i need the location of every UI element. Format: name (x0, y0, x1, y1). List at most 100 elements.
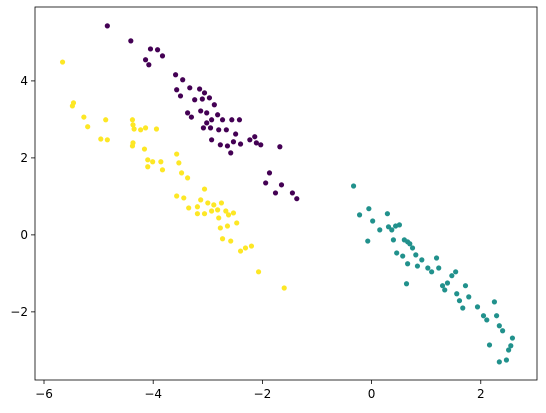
point (207, 125, 214, 131)
point (174, 151, 180, 157)
point (194, 211, 201, 217)
point (366, 206, 372, 212)
point (460, 305, 466, 311)
point (184, 175, 191, 181)
point (242, 245, 249, 251)
point (199, 96, 205, 102)
point (201, 211, 208, 217)
point (439, 283, 446, 289)
point (209, 137, 215, 143)
point (216, 127, 222, 133)
point (252, 134, 258, 140)
point (224, 143, 231, 149)
point (506, 347, 512, 353)
point (209, 208, 215, 214)
point (396, 222, 403, 228)
y-tick-label: 0 (20, 228, 28, 242)
point (159, 167, 166, 173)
y-tick-label: 4 (20, 74, 28, 88)
point (59, 59, 66, 65)
point (503, 357, 510, 363)
point (146, 62, 152, 68)
point (436, 265, 442, 271)
point (462, 283, 469, 289)
x-tick-label: −2 (254, 387, 272, 401)
point (429, 269, 435, 275)
point (281, 285, 287, 291)
point (188, 114, 195, 120)
point (272, 190, 279, 196)
point (177, 93, 184, 99)
point (228, 238, 234, 244)
point (174, 87, 180, 93)
point (176, 160, 182, 166)
point (230, 210, 237, 216)
point (405, 261, 411, 267)
point (356, 212, 363, 218)
point (230, 139, 237, 145)
point (237, 141, 244, 147)
point (184, 110, 191, 116)
point (128, 38, 134, 44)
point (104, 23, 110, 29)
point (142, 57, 149, 63)
point (104, 137, 110, 143)
point (223, 208, 229, 214)
point (81, 114, 87, 120)
point (130, 122, 136, 128)
point (198, 197, 204, 203)
point (237, 248, 244, 254)
point (266, 170, 273, 176)
point (278, 182, 285, 188)
point (486, 342, 493, 348)
point (85, 124, 91, 130)
point (224, 223, 231, 229)
plot-frame (34, 6, 538, 381)
point (228, 150, 234, 156)
point (384, 211, 391, 217)
point (180, 77, 186, 83)
point (484, 317, 490, 323)
point (413, 252, 419, 258)
point (103, 117, 109, 123)
point (294, 196, 300, 202)
point (444, 280, 451, 286)
point (194, 204, 201, 210)
point (147, 46, 154, 52)
point (145, 157, 151, 163)
point (70, 100, 77, 106)
point (258, 142, 264, 148)
point (474, 304, 481, 310)
point (215, 112, 221, 118)
point (248, 243, 255, 249)
point (181, 195, 187, 201)
point (204, 120, 210, 126)
point (200, 125, 207, 131)
point (496, 323, 502, 329)
point (442, 287, 448, 293)
point (217, 225, 223, 231)
point (178, 170, 185, 176)
point (201, 186, 208, 192)
point (216, 215, 222, 221)
point (253, 140, 259, 146)
point (433, 255, 440, 261)
point (466, 294, 472, 300)
x-tick-label: 0 (368, 387, 376, 401)
point (500, 328, 506, 334)
x-tick-label: −6 (35, 387, 53, 401)
point (409, 245, 416, 251)
point (174, 193, 180, 199)
point (129, 117, 136, 123)
point (263, 180, 269, 186)
point (493, 313, 500, 319)
point (414, 263, 421, 269)
point (131, 126, 137, 132)
point (400, 253, 406, 259)
point (234, 220, 240, 226)
point (205, 200, 211, 206)
point (209, 117, 215, 123)
point (233, 131, 239, 137)
point (456, 298, 463, 304)
